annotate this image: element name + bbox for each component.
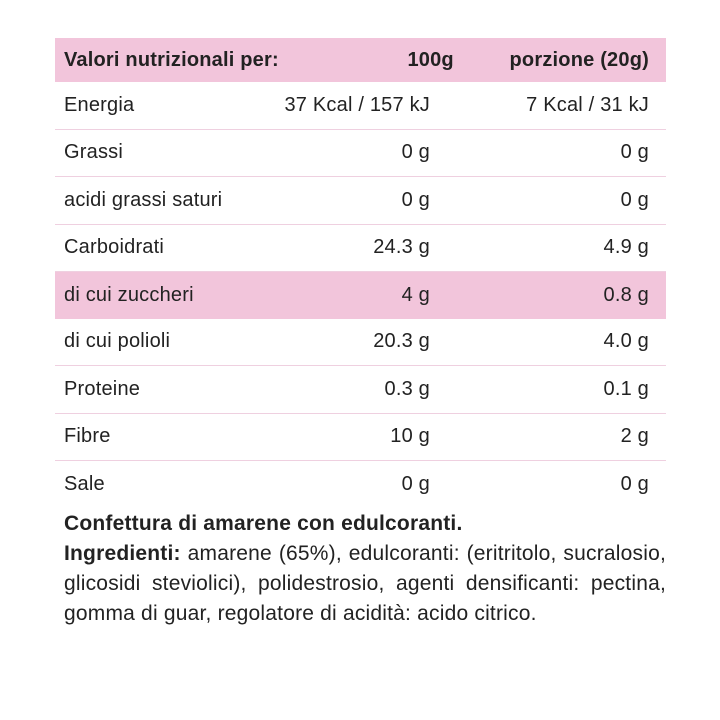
row-value-portion: 0.1 g bbox=[603, 377, 649, 400]
table-row-sale: Sale 0 g 0 g bbox=[55, 461, 666, 508]
header-label: Valori nutrizionali per: bbox=[64, 48, 279, 71]
table-row-grassi: Grassi 0 g 0 g bbox=[55, 130, 666, 177]
table-row-di-cui-zuccheri: di cui zuccheri 4 g 0.8 g bbox=[55, 272, 666, 319]
row-value-100g: 0.3 g bbox=[384, 377, 430, 400]
header-col-portion: porzione (20g) bbox=[509, 48, 649, 71]
ingredients-text: amarene (65%), edulcoranti: (eritritolo,… bbox=[64, 542, 666, 625]
product-title: Confettura di amarene con edulcoranti. bbox=[64, 512, 463, 535]
table-row-acidi-grassi-saturi: acidi grassi saturi 0 g 0 g bbox=[55, 177, 666, 225]
row-label: di cui polioli bbox=[64, 330, 171, 353]
row-value-100g: 10 g bbox=[390, 425, 430, 448]
row-value-portion: 0 g bbox=[620, 472, 649, 495]
ingredients-label: Ingredienti: bbox=[64, 542, 181, 565]
table-row-fibre: Fibre 10 g 2 g bbox=[55, 414, 666, 461]
row-value-portion: 7 Kcal / 31 kJ bbox=[526, 93, 649, 116]
row-value-portion: 0 g bbox=[620, 188, 649, 211]
row-value-100g: 4 g bbox=[401, 283, 430, 306]
table-row-carboidrati: Carboidrati 24.3 g 4.9 g bbox=[55, 225, 666, 272]
table-row-proteine: Proteine 0.3 g 0.1 g bbox=[55, 366, 666, 414]
product-description: Confettura di amarene con edulcoranti. I… bbox=[55, 509, 666, 629]
table-row-di-cui-polioli: di cui polioli 20.3 g 4.0 g bbox=[55, 319, 666, 366]
ingredients-paragraph: Ingredienti: amarene (65%), edulcoranti:… bbox=[64, 539, 666, 629]
row-label: Energia bbox=[64, 93, 135, 116]
row-value-100g: 20.3 g bbox=[373, 330, 430, 353]
table-row-energia: Energia 37 Kcal / 157 kJ 7 Kcal / 31 kJ bbox=[55, 82, 666, 130]
row-value-100g: 0 g bbox=[401, 472, 430, 495]
row-value-100g: 0 g bbox=[401, 141, 430, 164]
table-header-row: Valori nutrizionali per: 100g porzione (… bbox=[55, 38, 666, 82]
row-value-100g: 37 Kcal / 157 kJ bbox=[284, 93, 430, 116]
row-value-100g: 0 g bbox=[401, 188, 430, 211]
row-label: Fibre bbox=[64, 425, 111, 448]
row-value-portion: 2 g bbox=[620, 425, 649, 448]
row-value-portion: 0 g bbox=[620, 141, 649, 164]
row-value-100g: 24.3 g bbox=[373, 236, 430, 259]
row-value-portion: 4.9 g bbox=[603, 236, 649, 259]
row-label: Sale bbox=[64, 472, 105, 495]
header-col-100g: 100g bbox=[407, 48, 454, 71]
row-label: acidi grassi saturi bbox=[64, 188, 223, 211]
nutrition-table: Valori nutrizionali per: 100g porzione (… bbox=[55, 38, 666, 508]
row-value-portion: 0.8 g bbox=[603, 283, 649, 306]
row-label: Carboidrati bbox=[64, 236, 165, 259]
row-value-portion: 4.0 g bbox=[603, 330, 649, 353]
row-label: di cui zuccheri bbox=[64, 283, 194, 306]
row-label: Grassi bbox=[64, 141, 123, 164]
row-label: Proteine bbox=[64, 377, 141, 400]
